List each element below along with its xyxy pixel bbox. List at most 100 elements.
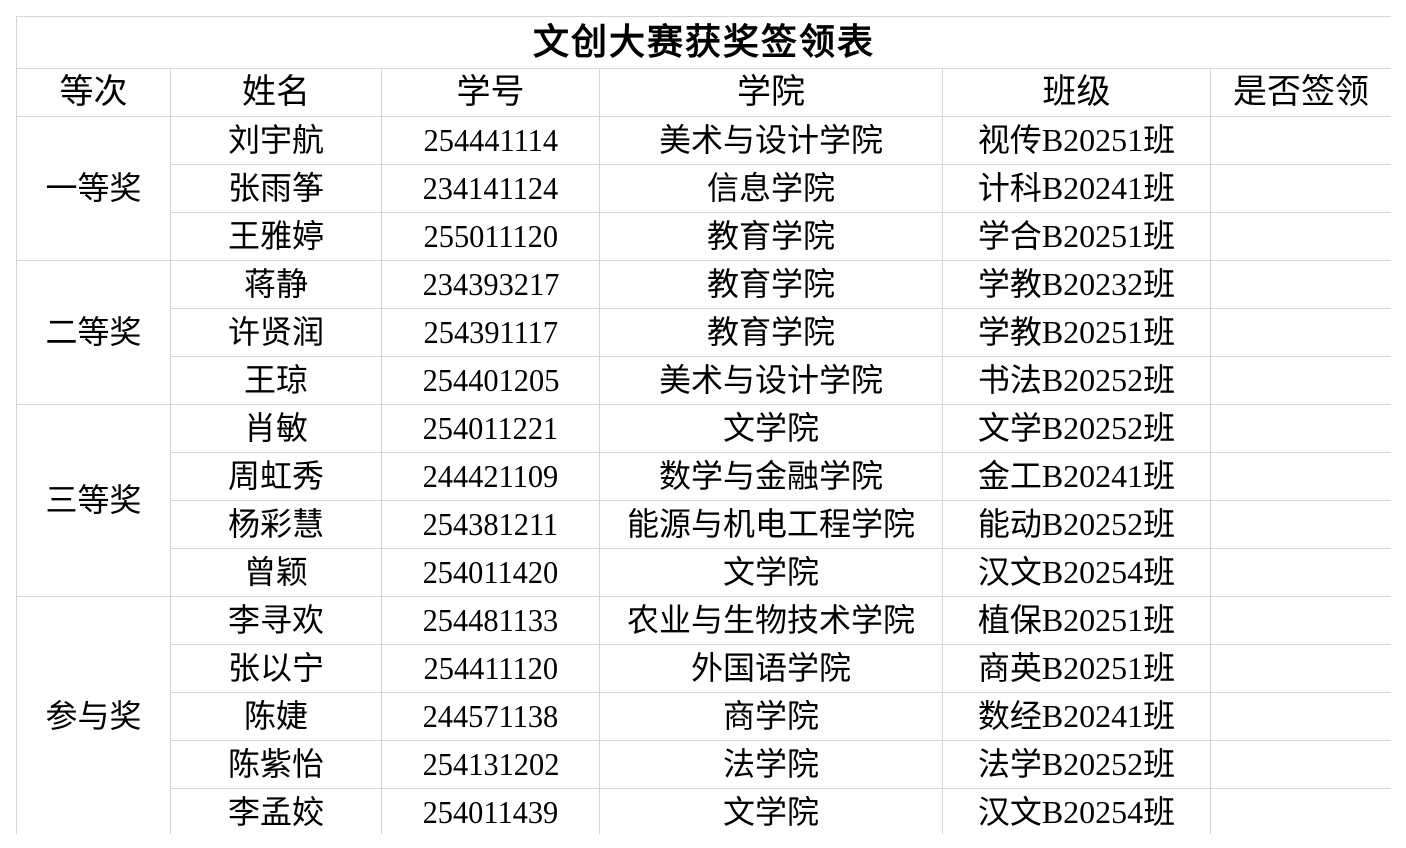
college-cell[interactable]: 美术与设计学院 xyxy=(599,356,943,405)
class-cell[interactable]: 学合B20251班 xyxy=(942,212,1211,261)
award-level-cell[interactable]: 参与奖 xyxy=(16,596,171,834)
college-cell[interactable]: 能源与机电工程学院 xyxy=(599,500,943,549)
name-cell[interactable]: 张以宁 xyxy=(170,644,382,693)
student-id-cell[interactable]: 254011221 xyxy=(381,404,600,453)
name-cell[interactable]: 周虹秀 xyxy=(170,452,382,501)
college-cell-text: 美术与设计学院 xyxy=(658,122,883,158)
sheet-title[interactable]: 文创大赛获奖签领表 xyxy=(16,16,1391,69)
signed-cell[interactable] xyxy=(1209,212,1391,261)
college-cell[interactable]: 文学院 xyxy=(599,404,943,453)
college-cell[interactable]: 教育学院 xyxy=(599,260,943,309)
student-id-cell[interactable]: 254441114 xyxy=(381,116,600,165)
class-cell[interactable]: 计科B20241班 xyxy=(942,164,1211,213)
student-id-cell[interactable]: 254381211 xyxy=(381,500,600,549)
name-cell-text: 许贤润 xyxy=(227,314,324,350)
class-cell-text: 商英B20251班 xyxy=(977,650,1176,686)
student-id-cell-text: 244421109 xyxy=(422,458,559,494)
award-level-cell[interactable]: 三等奖 xyxy=(16,404,171,597)
name-cell[interactable]: 李孟姣 xyxy=(170,788,382,834)
header-student-id[interactable]: 学号 xyxy=(381,68,600,117)
name-cell[interactable]: 曾颖 xyxy=(170,548,382,597)
name-cell[interactable]: 王雅婷 xyxy=(170,212,382,261)
name-cell[interactable]: 王琼 xyxy=(170,356,382,405)
signed-cell[interactable] xyxy=(1209,596,1391,645)
student-id-cell[interactable]: 254411120 xyxy=(381,644,600,693)
student-id-cell[interactable]: 244421109 xyxy=(381,452,600,501)
class-cell[interactable]: 学教B20251班 xyxy=(942,308,1211,357)
student-id-cell[interactable]: 255011120 xyxy=(381,212,600,261)
award-table: 文创大赛获奖签领表 等次 姓名 学号 学院 班级 是否签领 一等奖 刘宇航 2544… xyxy=(16,16,1391,834)
signed-cell[interactable] xyxy=(1209,788,1391,834)
award-level-cell[interactable]: 二等奖 xyxy=(16,260,171,405)
college-cell[interactable]: 外国语学院 xyxy=(599,644,943,693)
signed-cell[interactable] xyxy=(1209,308,1391,357)
class-cell[interactable]: 汉文B20254班 xyxy=(942,548,1211,597)
college-cell[interactable]: 美术与设计学院 xyxy=(599,116,943,165)
signed-cell[interactable] xyxy=(1209,116,1391,165)
college-cell[interactable]: 农业与生物技术学院 xyxy=(599,596,943,645)
header-name[interactable]: 姓名 xyxy=(170,68,382,117)
college-cell[interactable]: 文学院 xyxy=(599,548,943,597)
class-cell-text: 学教B20232班 xyxy=(977,266,1176,302)
name-cell[interactable]: 李寻欢 xyxy=(170,596,382,645)
signed-cell[interactable] xyxy=(1209,548,1391,597)
class-cell[interactable]: 文学B20252班 xyxy=(942,404,1211,453)
student-id-cell[interactable]: 254481133 xyxy=(381,596,600,645)
college-cell[interactable]: 法学院 xyxy=(599,740,943,789)
class-cell[interactable]: 法学B20252班 xyxy=(942,740,1211,789)
name-cell[interactable]: 刘宇航 xyxy=(170,116,382,165)
student-id-cell[interactable]: 234393217 xyxy=(381,260,600,309)
student-id-cell-text: 255011120 xyxy=(423,218,558,254)
student-id-cell[interactable]: 254391117 xyxy=(381,308,600,357)
student-id-cell[interactable]: 234141124 xyxy=(381,164,600,213)
header-level[interactable]: 等次 xyxy=(16,68,171,117)
class-cell[interactable]: 数经B20241班 xyxy=(942,692,1211,741)
class-cell[interactable]: 金工B20241班 xyxy=(942,452,1211,501)
student-id-cell[interactable]: 254011439 xyxy=(381,788,600,834)
college-cell[interactable]: 信息学院 xyxy=(599,164,943,213)
signed-cell[interactable] xyxy=(1209,500,1391,549)
student-id-cell-text: 234141124 xyxy=(422,170,559,206)
student-id-cell[interactable]: 254011420 xyxy=(381,548,600,597)
signed-cell[interactable] xyxy=(1209,404,1391,453)
college-cell[interactable]: 教育学院 xyxy=(599,308,943,357)
name-cell-text: 蒋静 xyxy=(243,266,308,302)
header-college[interactable]: 学院 xyxy=(599,68,943,117)
name-cell-text: 李寻欢 xyxy=(227,602,324,638)
college-cell[interactable]: 商学院 xyxy=(599,692,943,741)
name-cell[interactable]: 许贤润 xyxy=(170,308,382,357)
signed-cell[interactable] xyxy=(1209,356,1391,405)
name-cell[interactable]: 陈紫怡 xyxy=(170,740,382,789)
college-cell[interactable]: 数学与金融学院 xyxy=(599,452,943,501)
signed-cell[interactable] xyxy=(1209,740,1391,789)
class-cell[interactable]: 视传B20251班 xyxy=(942,116,1211,165)
class-cell[interactable]: 汉文B20254班 xyxy=(942,788,1211,834)
signed-cell[interactable] xyxy=(1209,260,1391,309)
class-cell[interactable]: 植保B20251班 xyxy=(942,596,1211,645)
college-cell[interactable]: 教育学院 xyxy=(599,212,943,261)
college-cell-text: 教育学院 xyxy=(706,266,835,302)
college-cell-text: 农业与生物技术学院 xyxy=(626,602,915,638)
signed-cell[interactable] xyxy=(1209,692,1391,741)
header-signed[interactable]: 是否签领 xyxy=(1209,68,1391,117)
name-cell[interactable]: 张雨筝 xyxy=(170,164,382,213)
class-cell[interactable]: 商英B20251班 xyxy=(942,644,1211,693)
signed-cell[interactable] xyxy=(1209,164,1391,213)
college-cell-text: 文学院 xyxy=(722,554,819,590)
name-cell[interactable]: 肖敏 xyxy=(170,404,382,453)
class-cell[interactable]: 书法B20252班 xyxy=(942,356,1211,405)
student-id-cell[interactable]: 244571138 xyxy=(381,692,600,741)
signed-cell[interactable] xyxy=(1209,644,1391,693)
student-id-cell[interactable]: 254131202 xyxy=(381,740,600,789)
student-id-cell[interactable]: 254401205 xyxy=(381,356,600,405)
name-cell[interactable]: 陈婕 xyxy=(170,692,382,741)
college-cell[interactable]: 文学院 xyxy=(599,788,943,834)
name-cell[interactable]: 杨彩慧 xyxy=(170,500,382,549)
class-cell[interactable]: 能动B20252班 xyxy=(942,500,1211,549)
class-cell[interactable]: 学教B20232班 xyxy=(942,260,1211,309)
class-cell-text: 金工B20241班 xyxy=(977,458,1176,494)
header-class[interactable]: 班级 xyxy=(942,68,1211,117)
signed-cell[interactable] xyxy=(1209,452,1391,501)
name-cell[interactable]: 蒋静 xyxy=(170,260,382,309)
award-level-cell[interactable]: 一等奖 xyxy=(16,116,171,261)
